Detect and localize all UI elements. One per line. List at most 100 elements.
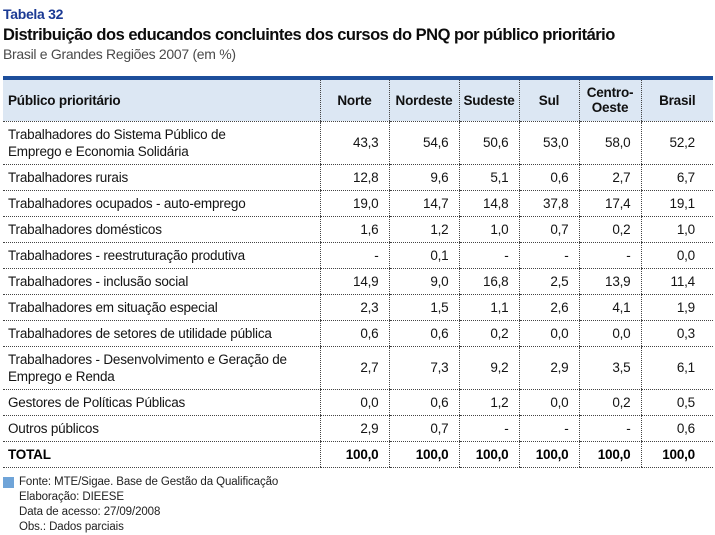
- value-cell: 54,6: [388, 121, 459, 165]
- value-cell: 2,9: [319, 415, 389, 442]
- value-cell: 14,7: [388, 190, 459, 217]
- value-cell: 9,2: [458, 346, 519, 390]
- row-label: Trabalhadores ocupados - auto-emprego: [3, 190, 320, 217]
- value-cell: 1,2: [458, 389, 519, 416]
- value-cell: 19,0: [319, 190, 389, 217]
- footnote-line: Elaboração: DIEESE: [3, 490, 713, 505]
- value-cell: 100,0: [518, 441, 579, 468]
- value-cell: 2,7: [319, 346, 389, 390]
- value-cell: 50,6: [458, 121, 519, 165]
- value-cell: 9,6: [388, 164, 459, 191]
- value-cell: 100,0: [640, 441, 713, 468]
- table-row: Trabalhadores de setores de utilidade pú…: [3, 320, 713, 347]
- table-row: Trabalhadores em situação especial 2,3 1,5…: [3, 294, 713, 321]
- value-cell: 52,2: [640, 121, 713, 165]
- value-cell: 16,8: [458, 268, 519, 295]
- page-title: Distribuição dos educandos concluintes d…: [3, 26, 615, 44]
- total-row: TOTAL 100,0 100,0 100,0 100,0 100,0 100,0: [3, 441, 713, 468]
- value-cell: 0,5: [640, 389, 713, 416]
- value-cell: 13,9: [578, 268, 641, 295]
- table-row: Trabalhadores - reestruturação produtiva…: [3, 242, 713, 269]
- value-cell: 0,0: [518, 389, 579, 416]
- column-header-sul: Sul: [518, 78, 579, 122]
- column-header-norte: Norte: [319, 78, 389, 122]
- value-cell: 100,0: [578, 441, 641, 468]
- table-number-label: Tabela 32: [3, 6, 64, 22]
- value-cell: 11,4: [640, 268, 713, 295]
- page-subtitle: Brasil e Grandes Regiões 2007 (em %): [3, 46, 236, 62]
- value-cell: 6,7: [640, 164, 713, 191]
- value-cell: 0,3: [640, 320, 713, 347]
- value-cell: 0,2: [458, 320, 519, 347]
- column-header-brasil: Brasil: [640, 78, 713, 122]
- value-cell: 53,0: [518, 121, 579, 165]
- row-label: Gestores de Políticas Públicas: [3, 389, 320, 416]
- row-label: Trabalhadores - reestruturação produtiva: [3, 242, 320, 269]
- row-label: Trabalhadores - Desenvolvimento e Geraçã…: [3, 346, 320, 390]
- value-cell: 0,0: [640, 242, 713, 269]
- value-cell: 12,8: [319, 164, 389, 191]
- table-row: Trabalhadores domésticos 1,6 1,2 1,0 0,7 0,2 1…: [3, 216, 713, 243]
- row-label: Outros públicos: [3, 415, 320, 442]
- value-cell: 7,3: [388, 346, 459, 390]
- value-cell: 58,0: [578, 121, 641, 165]
- data-table: Público prioritário Norte Nordeste Sudes…: [3, 76, 713, 468]
- value-cell: -: [578, 242, 641, 269]
- value-cell: 0,0: [319, 389, 389, 416]
- value-cell: 0,6: [319, 320, 389, 347]
- value-cell: 19,1: [640, 190, 713, 217]
- table-row: Trabalhadores - inclusão social 14,9 9,0 16…: [3, 268, 713, 295]
- value-cell: 2,7: [578, 164, 641, 191]
- value-cell: 0,6: [518, 164, 579, 191]
- value-cell: 2,6: [518, 294, 579, 321]
- footnote-line: Obs.: Dados parciais: [3, 520, 713, 535]
- value-cell: 14,8: [458, 190, 519, 217]
- value-cell: 0,1: [388, 242, 459, 269]
- value-cell: -: [578, 415, 641, 442]
- value-cell: -: [518, 415, 579, 442]
- value-cell: 14,9: [319, 268, 389, 295]
- row-label: Trabalhadores rurais: [3, 164, 320, 191]
- row-label: Trabalhadores em situação especial: [3, 294, 320, 321]
- value-cell: 2,5: [518, 268, 579, 295]
- table-row: Trabalhadores ocupados - auto-emprego 19,…: [3, 190, 713, 217]
- footnote-text: Data de acesso: 27/09/2008: [19, 505, 161, 518]
- footnote-line: Data de acesso: 27/09/2008: [3, 505, 713, 520]
- value-cell: 0,0: [578, 320, 641, 347]
- value-cell: 0,7: [518, 216, 579, 243]
- value-cell: 1,9: [640, 294, 713, 321]
- column-header-sudeste: Sudeste: [458, 78, 519, 122]
- value-cell: 1,2: [388, 216, 459, 243]
- footnote-text: Obs.: Dados parciais: [19, 520, 124, 533]
- row-label: Trabalhadores do Sistema Público de Empr…: [3, 121, 320, 165]
- value-cell: 1,6: [319, 216, 389, 243]
- table-row: Trabalhadores rurais 12,8 9,6 5,1 0,6 2,7 6,7: [3, 164, 713, 191]
- value-cell: 9,0: [388, 268, 459, 295]
- value-cell: 1,5: [388, 294, 459, 321]
- footnote-text: Fonte: MTE/Sigae. Base de Gestão da Qual…: [19, 475, 279, 488]
- value-cell: 1,0: [640, 216, 713, 243]
- value-cell: 6,1: [640, 346, 713, 390]
- value-cell: -: [319, 242, 389, 269]
- header-row: Público prioritário Norte Nordeste Sudes…: [3, 78, 713, 122]
- value-cell: 3,5: [578, 346, 641, 390]
- column-header-publico-prioritario: Público prioritário: [3, 78, 320, 122]
- value-cell: 1,0: [458, 216, 519, 243]
- value-cell: 17,4: [578, 190, 641, 217]
- row-label: Trabalhadores de setores de utilidade pú…: [3, 320, 320, 347]
- value-cell: 2,3: [319, 294, 389, 321]
- value-cell: 0,2: [578, 389, 641, 416]
- row-label: Trabalhadores - inclusão social: [3, 268, 320, 295]
- table-row: Outros públicos 2,9 0,7- - -0,6: [3, 415, 713, 442]
- value-cell: 0,6: [388, 389, 459, 416]
- value-cell: 5,1: [458, 164, 519, 191]
- row-label: TOTAL: [3, 441, 320, 468]
- value-cell: 0,2: [578, 216, 641, 243]
- table-row: Trabalhadores do Sistema Público de Empr…: [3, 121, 713, 165]
- value-cell: -: [518, 242, 579, 269]
- value-cell: -: [458, 242, 519, 269]
- value-cell: 0,6: [640, 415, 713, 442]
- column-header-centro-oeste: Centro-Oeste: [578, 78, 641, 122]
- source-bullet-icon: [3, 476, 14, 488]
- footnote-line: Fonte: MTE/Sigae. Base de Gestão da Qual…: [3, 475, 713, 490]
